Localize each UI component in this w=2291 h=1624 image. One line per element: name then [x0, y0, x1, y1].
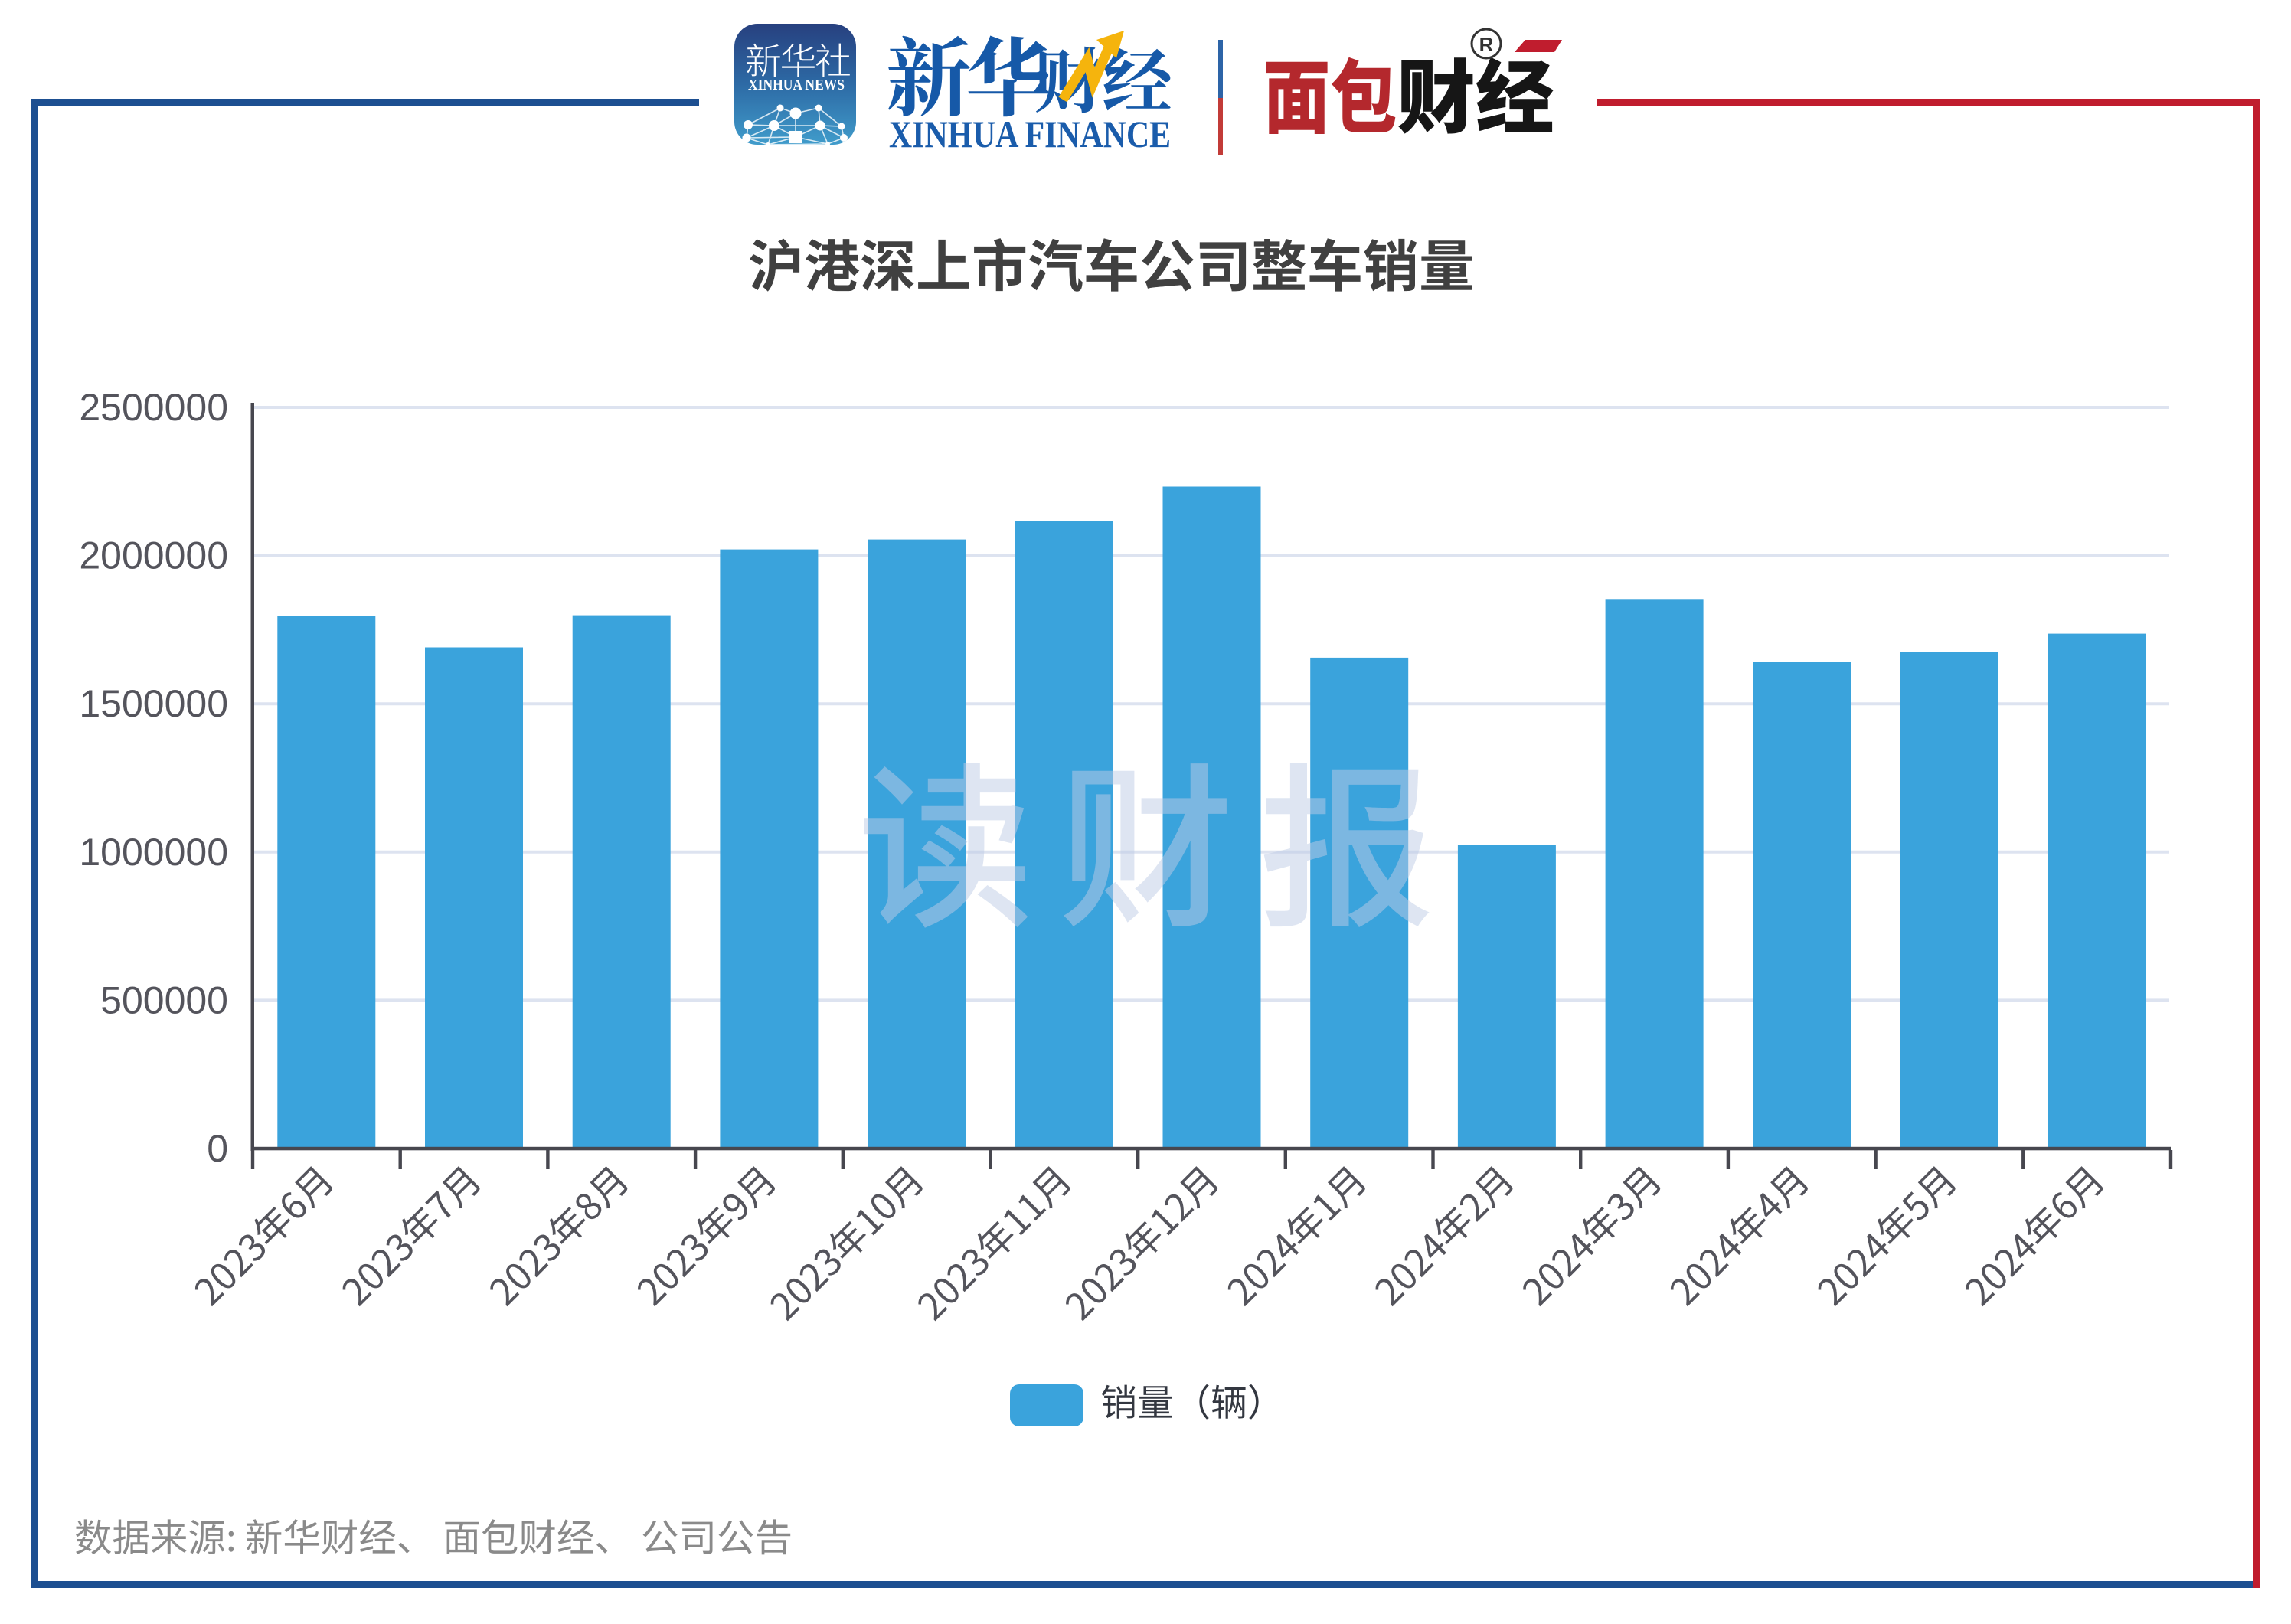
svg-text:R: R [1479, 33, 1494, 56]
svg-text:2500000: 2500000 [79, 386, 228, 429]
svg-text:2000000: 2000000 [79, 534, 228, 577]
svg-text:XINHUA NEWS: XINHUA NEWS [748, 77, 845, 93]
svg-text:XINHUA FINANCE: XINHUA FINANCE [889, 113, 1171, 155]
svg-text:1500000: 1500000 [79, 682, 228, 725]
svg-text:500000: 500000 [100, 979, 228, 1021]
svg-text:1000000: 1000000 [79, 831, 228, 874]
svg-text:0: 0 [207, 1127, 228, 1170]
